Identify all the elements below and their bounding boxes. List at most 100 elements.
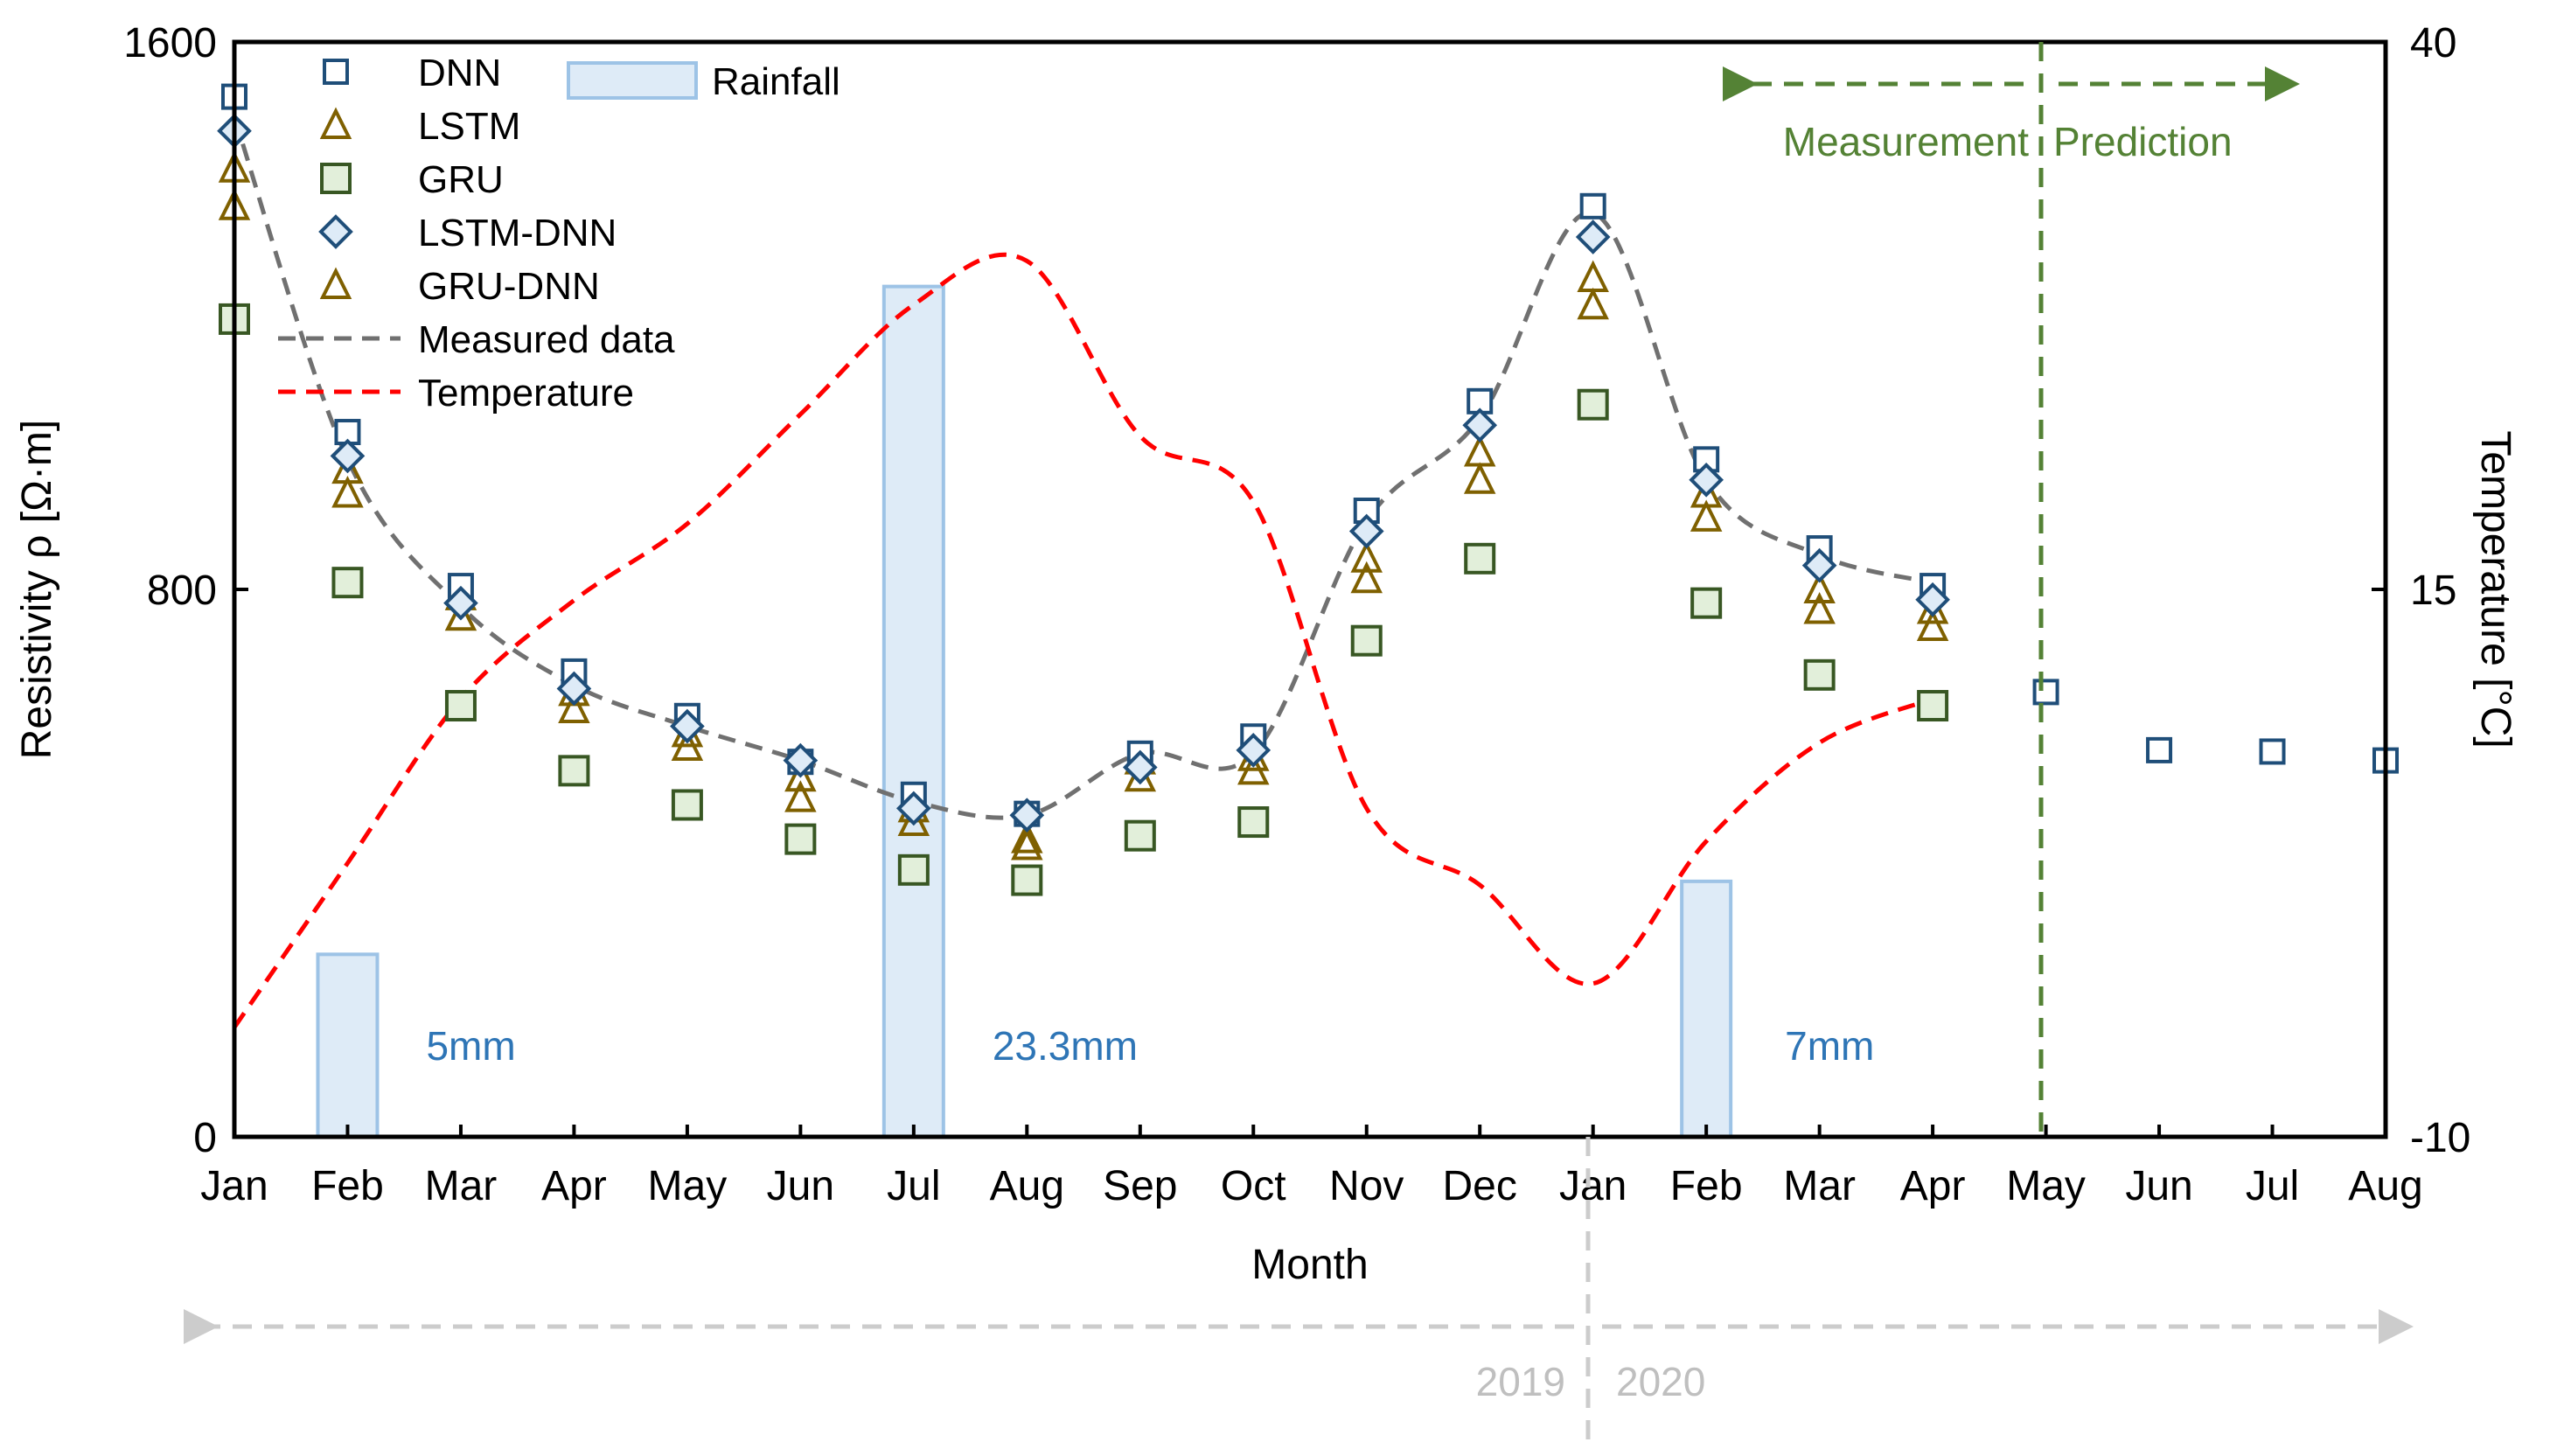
- gru-dnn-point: [671, 728, 704, 761]
- gru-dnn-point: [331, 475, 364, 508]
- y2-tick-label: 15: [2410, 568, 2456, 614]
- lstm-dnn-point: [1575, 219, 1611, 254]
- legend: DNN LSTM GRU LSTM-DNN GRU-DNN Measured data Te…: [278, 52, 840, 415]
- x-axis-title: Month: [1251, 1242, 1368, 1288]
- x-tick-label: Dec: [1443, 1163, 1517, 1209]
- chart-lines: [232, 116, 1933, 1029]
- gru-dnn-point: [784, 780, 817, 812]
- lstm-dnn-point: [1348, 513, 1384, 549]
- rainfall-bar: [881, 284, 945, 1139]
- x-tick-label: May: [2006, 1163, 2086, 1209]
- gru-point: [1464, 542, 1496, 575]
- dnn-point: [2259, 738, 2286, 765]
- x-tick-label: Jun: [2125, 1163, 2192, 1209]
- lstm-dnn-point: [1801, 547, 1837, 583]
- x-tick-label: Jul: [2246, 1163, 2299, 1209]
- x-tick-label: Jan: [1559, 1163, 1627, 1209]
- gru-dnn-point: [558, 691, 590, 723]
- y2-axis-title: Temperature [°C]: [2472, 430, 2519, 748]
- y2-tick-label: 40: [2410, 20, 2456, 66]
- lstm-dnn-point: [330, 438, 366, 474]
- legend-label: GRU-DNN: [418, 265, 600, 308]
- gru-point: [444, 690, 477, 722]
- gru-dnn-point: [1011, 827, 1043, 860]
- x-tick-label: Jan: [200, 1163, 268, 1209]
- plot-frame: [232, 39, 2388, 1139]
- rainfall-bars: 5mm 23.3mm 7mm: [316, 284, 1874, 1139]
- gru-point: [1577, 388, 1609, 421]
- gru-dnn-point: [1350, 561, 1383, 594]
- x-tick-label: Sep: [1103, 1163, 1177, 1209]
- legend-label: DNN: [418, 52, 501, 94]
- rainfall-bar-label: 23.3mm: [993, 1023, 1138, 1069]
- year-2019-label: 2019: [1476, 1359, 1565, 1404]
- x-tick-label: Aug: [2348, 1163, 2422, 1209]
- lstm-point: [784, 759, 817, 792]
- x-tick-label: Apr: [1900, 1163, 1966, 1209]
- x-tick-label: Oct: [1221, 1163, 1286, 1209]
- x-tick-label: Jul: [887, 1163, 940, 1209]
- legend-label: LSTM-DNN: [418, 212, 617, 254]
- prediction-label: Prediction: [2053, 119, 2233, 164]
- rainfall-bar: [316, 952, 380, 1139]
- y2-tick-label: -10: [2410, 1115, 2470, 1161]
- x-tick-label: Mar: [425, 1163, 498, 1209]
- gru-point: [671, 789, 703, 821]
- measured-data-line: [232, 116, 1933, 820]
- gru-point: [1350, 624, 1383, 657]
- lstm-dnn-point: [1009, 798, 1045, 833]
- x-tick-label: May: [648, 1163, 728, 1209]
- legend-label: Measured data: [418, 318, 675, 361]
- gru-point: [1124, 819, 1156, 852]
- lstm-dnn-point: [783, 742, 819, 778]
- gru-dnn-point: [444, 598, 477, 631]
- legend-swatch: [320, 163, 352, 194]
- lstm-dnn-point: [443, 585, 478, 621]
- dnn-point: [1579, 192, 1606, 219]
- legend-label: LSTM: [418, 105, 520, 148]
- axes: Jan Feb Mar Apr May Jun Jul Aug Sep Oct Nov Dec Jan F…: [123, 20, 2470, 1209]
- gru-point: [1690, 587, 1723, 619]
- gru-dnn-point: [1916, 609, 1949, 642]
- x-tick-label: Nov: [1329, 1163, 1404, 1209]
- year-2020-label: 2020: [1616, 1359, 1705, 1404]
- legend-swatch: [319, 267, 352, 299]
- rainfall-bar-label: 7mm: [1785, 1023, 1874, 1069]
- dnn-point: [2032, 679, 2059, 706]
- gru-dnn-point: [1463, 462, 1496, 494]
- gru-dnn-point: [1690, 499, 1723, 532]
- gru-dnn-point: [1577, 287, 1609, 320]
- lstm-dnn-point: [1236, 733, 1272, 768]
- y-tick-label: 800: [147, 568, 217, 614]
- x-tick-label: Mar: [1783, 1163, 1856, 1209]
- dnn-point: [2146, 736, 2173, 763]
- lstm-point: [1011, 821, 1043, 853]
- lstm-dnn-point: [670, 708, 705, 744]
- gru-point: [1917, 690, 1949, 722]
- legend-swatch: [319, 107, 352, 139]
- legend-label: Rainfall: [712, 60, 840, 103]
- gru-point: [558, 755, 590, 787]
- gru-dnn-point: [1237, 752, 1270, 785]
- gru-point: [784, 823, 817, 855]
- lstm-dnn-point: [1915, 582, 1950, 617]
- gru-point: [1803, 658, 1836, 691]
- legend-swatch: [323, 59, 349, 85]
- lstm-point: [1577, 260, 1609, 292]
- rainfall-bar: [1680, 879, 1733, 1139]
- lstm-dnn-point: [1462, 408, 1498, 443]
- gru-point: [1011, 864, 1043, 896]
- gru-point: [1237, 806, 1270, 839]
- gru-dnn-point: [897, 804, 930, 837]
- legend-label: Temperature: [418, 372, 634, 415]
- legend-label: GRU: [418, 158, 504, 201]
- rainfall-bar-label: 5mm: [426, 1023, 515, 1069]
- lstm-point: [1350, 540, 1383, 573]
- gru-point: [331, 567, 364, 599]
- lstm-point: [1803, 571, 1836, 603]
- legend-swatch: [318, 214, 353, 249]
- measurement-label: Measurement: [1783, 119, 2029, 164]
- gru-dnn-point: [1803, 592, 1836, 624]
- lstm-dnn-point: [896, 791, 931, 826]
- x-tick-label: Apr: [541, 1163, 607, 1209]
